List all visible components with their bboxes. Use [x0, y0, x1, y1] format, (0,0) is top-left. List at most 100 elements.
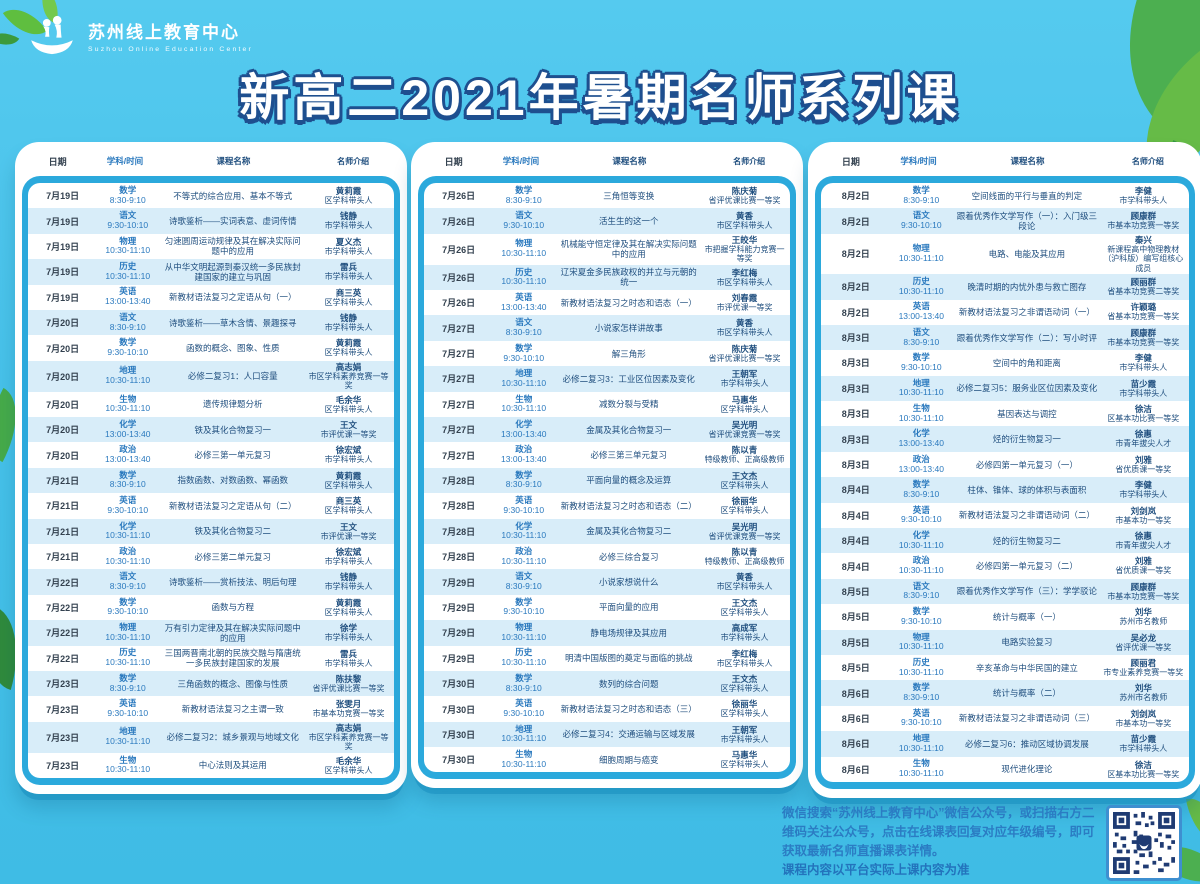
teacher-cell: 钱静 市学科带头人 — [324, 312, 373, 332]
subject-time-cell: 地理 10:30-11:10 — [501, 368, 547, 388]
date-cell: 8月2日 — [841, 191, 870, 202]
subject-time-cell: 英语 9:30-10:10 — [107, 495, 149, 515]
leaf-decoration — [1185, 793, 1200, 849]
table-row: 7月28日 数学 8:30-9:10 平面向量的概念及运算 王文杰 区学科带头人 — [424, 467, 790, 494]
table-row: 7月26日 物理 10:30-11:10 机械能守恒定律及其在解决实际问题中的应用 王皎… — [424, 233, 790, 265]
table-row: 8月3日 数学 9:30-10:10 空间中的角和距离 李健 市学科带头人 — [821, 350, 1189, 376]
table-row: 7月19日 物理 10:30-11:10 匀速圆周运动规律及其在解决实际问题中的应用 夏… — [28, 233, 394, 260]
teacher-cell: 马惠华 区学科带头人 — [720, 394, 769, 414]
table-row: 8月4日 化学 10:30-11:10 烃的衍生物复习二 徐惠 市青年拔尖人才 — [821, 528, 1189, 554]
teacher-cell: 刘剑岚 市基本功一等奖 — [1115, 505, 1172, 525]
date-cell: 8月5日 — [841, 663, 870, 674]
date-cell: 7月22日 — [46, 602, 80, 613]
date-cell: 7月26日 — [442, 298, 476, 309]
course-cell: 必修三第一单元复习 — [194, 450, 271, 461]
subject-time-cell: 数学 9:30-10:10 — [107, 596, 149, 617]
course-cell: 平面向量的应用 — [598, 602, 659, 613]
course-cell: 必修三第三单元复习 — [590, 450, 667, 461]
date-cell: 7月22日 — [46, 628, 80, 639]
course-cell: 机械能守恒定律及其在解决实际问题中的应用 — [560, 239, 697, 260]
course-cell: 必修二复习4：交通运输与区域发展 — [562, 729, 695, 740]
table-header: 日期 学科/时间 课程名称 名师介绍 — [22, 148, 400, 176]
subject-time-cell: 语文 8:30-9:10 — [903, 580, 940, 601]
table-row: 7月21日 英语 9:30-10:10 新教材语法复习之定语从句（二） 商三英 区学科带头… — [28, 493, 394, 519]
table-row: 8月6日 地理 10:30-11:10 必修二复习6：推动区域协调发展 苗少霞 市学科带头… — [821, 731, 1189, 757]
course-cell: 晚清时期的内忧外患与救亡图存 — [967, 281, 1087, 292]
course-cell: 小说家怎样讲故事 — [594, 323, 663, 334]
subject-time-cell: 语文 8:30-9:10 — [505, 317, 542, 338]
header-course: 课程名称 — [216, 156, 251, 167]
teacher-cell: 毛余华 区学科带头人 — [324, 755, 373, 775]
subject-time-cell: 生物 10:30-11:10 — [898, 402, 944, 423]
date-cell: 8月2日 — [841, 249, 870, 260]
course-cell: 诗歌鉴析——实词表意、虚词传情 — [168, 216, 297, 227]
table-row: 7月27日 生物 10:30-11:10 减数分裂与受精 马惠华 区学科带头人 — [424, 391, 790, 418]
date-cell: 7月26日 — [442, 191, 476, 202]
schedule-panel-week3: 日期 学科/时间 课程名称 名师介绍 8月2日 数学 8:30-9:10 空间线面的平… — [808, 142, 1200, 798]
teacher-cell: 王朝军 市学科带头人 — [720, 724, 769, 744]
teacher-cell: 顾丽群 省基本功竞赛二等奖 — [1107, 277, 1180, 297]
course-cell: 烃的衍生物复习一 — [992, 434, 1061, 445]
footer-instructions: 微信搜索“苏州线上教育中心”微信公众号，或扫描右方二维码关注公众号，点击在线课表… — [782, 806, 1095, 858]
subject-time-cell: 物理 10:30-11:10 — [898, 631, 944, 652]
table-row: 8月5日 历史 10:30-11:10 辛亥革命与中华民国的建立 顾丽君 市专业素养竞赛一… — [821, 654, 1189, 681]
teacher-cell: 高成军 市学科带头人 — [720, 623, 769, 643]
table-row: 8月4日 数学 8:30-9:10 柱体、锥体、球的体积与表面积 李健 市学科带头人 — [821, 477, 1189, 503]
subject-time-cell: 英语 9:30-10:10 — [900, 707, 942, 728]
table-row: 7月20日 地理 10:30-11:10 必修二复习1：人口容量 高志娟 市区学科素养竞赛… — [28, 360, 394, 392]
teacher-cell: 徐洁 区基本功比赛一等奖 — [1107, 759, 1180, 779]
course-cell: 必修二复习6：推动区域协调发展 — [964, 738, 1089, 749]
course-cell: 三角恒等变换 — [603, 190, 655, 201]
table-row: 8月2日 英语 13:00-13:40 新教材语法复习之非谓语动词（一） 许颖璐 省基本功… — [821, 299, 1189, 325]
teacher-cell: 王文 市评优课一等奖 — [320, 521, 377, 541]
teacher-cell: 许颖璐 省基本功竞赛一等奖 — [1107, 302, 1180, 322]
table-row: 7月28日 化学 10:30-11:10 金属及其化合物复习二 吴光明 省评优课竞赛一等奖 — [424, 518, 790, 544]
table-row: 7月23日 英语 9:30-10:10 新教材语法复习之主谓一致 张雯月 市基本功竞赛一等… — [28, 696, 394, 722]
date-cell: 7月28日 — [442, 501, 476, 512]
table-row: 7月26日 历史 10:30-11:10 辽宋夏金多民族政权的并立与元朝的统一 李红梅市… — [424, 264, 790, 291]
subject-time-cell: 化学 10:30-11:10 — [501, 520, 547, 541]
teacher-cell: 李健 市学科带头人 — [1119, 353, 1168, 373]
table-row: 8月3日 地理 10:30-11:10 必修二复习5：服务业区位因素及变化 苗少霞 市学科… — [821, 375, 1189, 402]
teacher-cell: 吴必龙 省评优课一等奖 — [1115, 632, 1172, 652]
date-cell: 7月29日 — [442, 602, 476, 613]
teacher-cell: 刘华 苏州市名教师 — [1119, 607, 1168, 627]
subject-time-cell: 地理 10:30-11:10 — [501, 723, 547, 744]
header-course: 课程名称 — [612, 156, 647, 167]
teacher-cell: 李红梅 市区学科带头人 — [716, 648, 773, 668]
date-cell: 8月3日 — [841, 383, 870, 394]
date-cell: 7月27日 — [442, 425, 476, 436]
date-cell: 8月6日 — [841, 688, 870, 699]
table-row: 7月30日 地理 10:30-11:10 必修二复习4：交通运输与区域发展 王朝军 市学科… — [424, 721, 790, 748]
subject-time-cell: 英语 9:30-10:10 — [503, 698, 545, 718]
table-row: 7月23日 地理 10:30-11:10 必修二复习2：城乡景观与地域文化 高志娟 市区学… — [28, 721, 394, 753]
subject-time-cell: 数学 9:30-10:10 — [900, 352, 942, 372]
course-cell: 必修二复习5：服务业区位因素及变化 — [956, 383, 1098, 394]
table-row: 7月27日 语文 8:30-9:10 小说家怎样讲故事 黄香 市区学科带头人 — [424, 315, 790, 341]
date-cell: 7月20日 — [46, 371, 80, 382]
date-cell: 8月3日 — [841, 358, 870, 369]
date-cell: 8月6日 — [841, 713, 870, 724]
course-cell: 函数的概念、图象、性质 — [185, 343, 280, 354]
teacher-cell: 陈以青 特级教师、正高级教师 — [704, 445, 785, 465]
subject-time-cell: 化学 10:30-11:10 — [898, 529, 944, 550]
subject-time-cell: 物理 10:30-11:10 — [501, 238, 547, 259]
course-cell: 必修二复习2：城乡景观与地域文化 — [166, 732, 299, 743]
table-row: 7月21日 化学 10:30-11:10 铁及其化合物复习二 王文 市评优课一等奖 — [28, 518, 394, 544]
course-cell: 细胞周期与癌变 — [598, 754, 659, 765]
date-cell: 8月3日 — [841, 434, 870, 445]
date-cell: 7月28日 — [442, 552, 476, 563]
subject-time-cell: 历史 10:30-11:10 — [105, 647, 151, 668]
subject-time-cell: 语文 9:30-10:10 — [503, 210, 545, 231]
header-subject-time: 学科/时间 — [106, 155, 144, 166]
subject-time-cell: 数学 8:30-9:10 — [903, 184, 940, 205]
subject-time-cell: 历史 10:30-11:10 — [501, 647, 547, 668]
teacher-cell: 黄莉霞 区学科带头人 — [324, 470, 373, 490]
header-subject-time: 学科/时间 — [900, 155, 937, 166]
teacher-cell: 毛余华 区学科带头人 — [324, 394, 373, 414]
teacher-cell: 顾康群 市基本功竞赛一等奖 — [1107, 211, 1180, 231]
subject-time-cell: 物理 10:30-11:10 — [105, 622, 151, 642]
subject-time-cell: 历史 10:30-11:10 — [898, 656, 944, 677]
teacher-cell: 高志娟 市区学科素养竞赛一等奖 — [308, 361, 389, 391]
date-cell: 8月2日 — [841, 216, 870, 227]
